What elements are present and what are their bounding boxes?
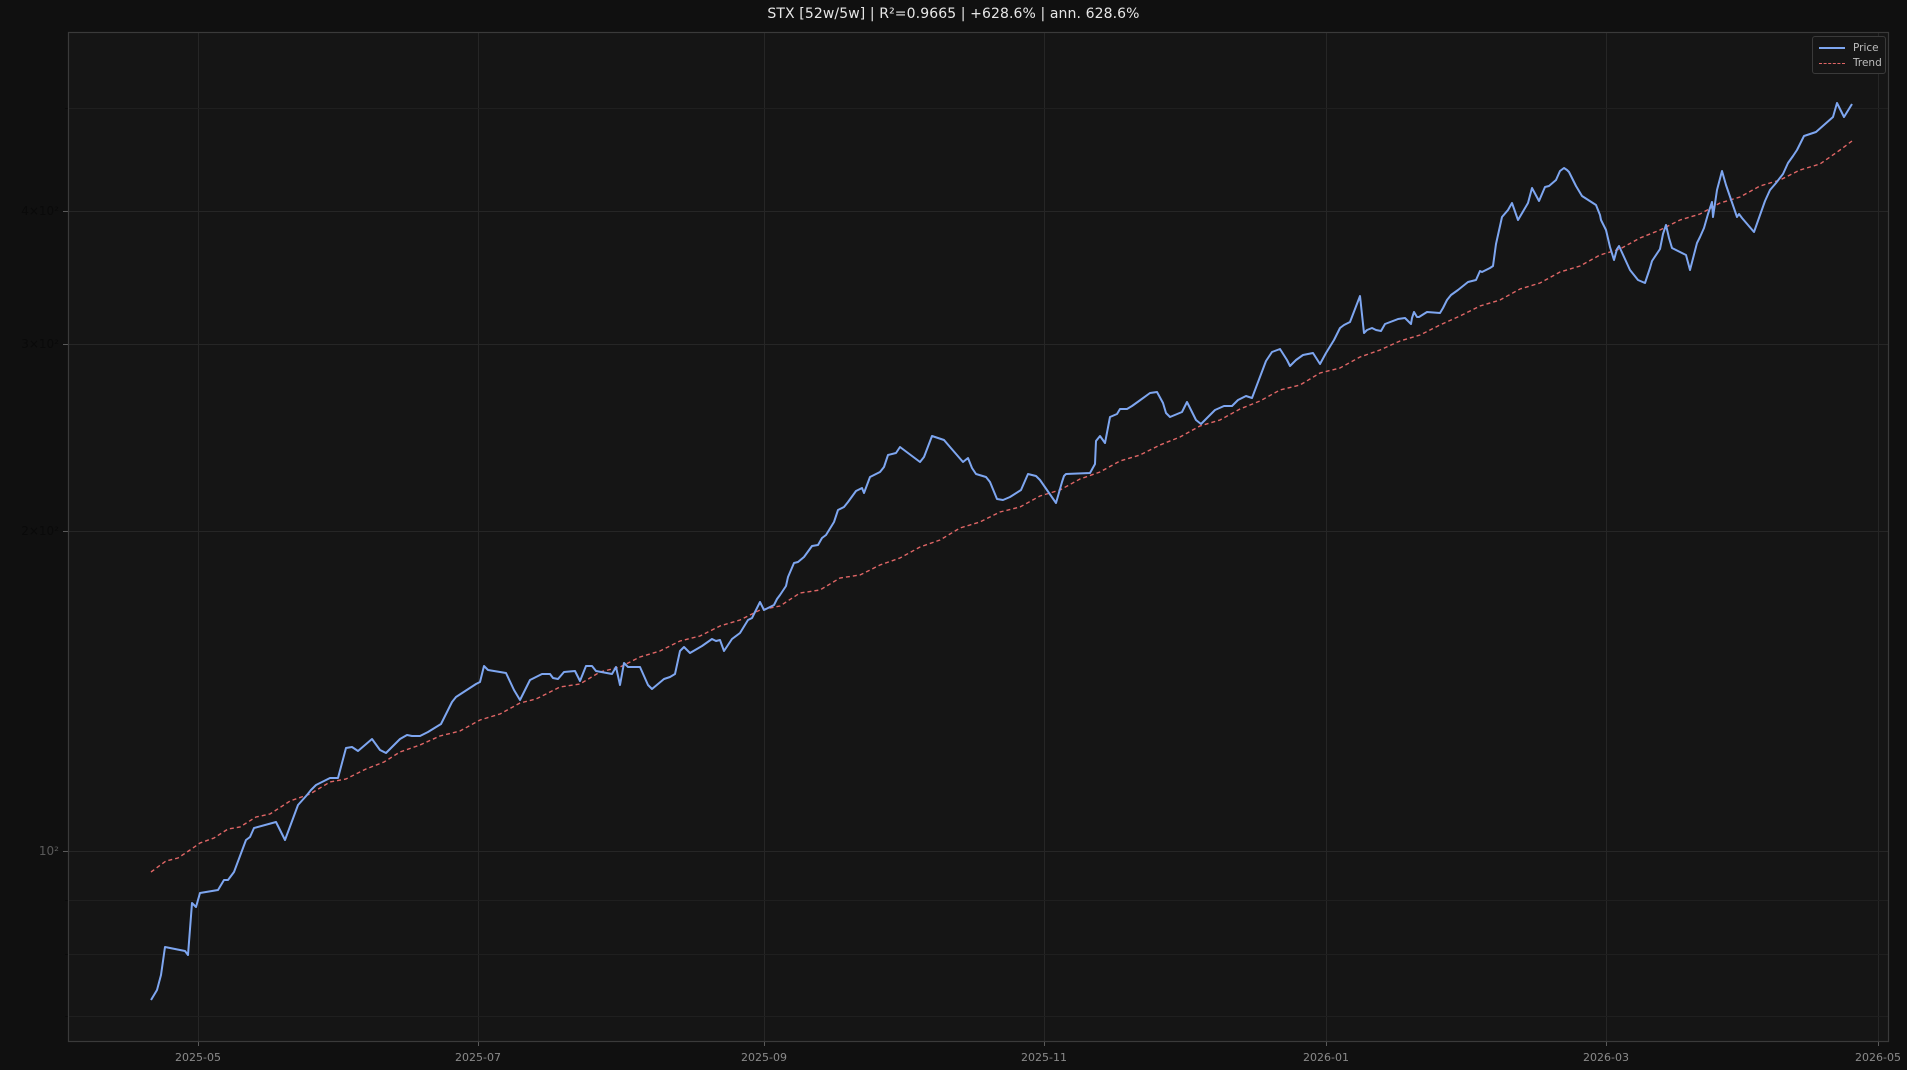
legend-dashed-line-icon — [1819, 62, 1845, 64]
chart-title: STX [52w/5w] | R²=0.9665 | +628.6% | ann… — [767, 6, 1140, 22]
axis-ticks: 2025-05 2025-07 2025-09 2025-11 2026-01 2026-… — [21, 108, 1901, 1064]
x-tick-label: 2025-05 — [175, 1051, 221, 1064]
y-tick-label: 4×10² — [21, 204, 59, 218]
plot-frame — [67, 31, 1890, 1043]
plot-area — [68, 32, 1888, 1041]
x-tick-label: 2025-09 — [741, 1051, 787, 1064]
x-tick-label: 2026-01 — [1303, 1051, 1349, 1064]
x-tick-label: 2025-07 — [455, 1051, 501, 1064]
grid-lines — [68, 32, 1888, 1041]
x-tick-label: 2026-05 — [1855, 1051, 1901, 1064]
y-tick-label: 2×10² — [21, 524, 59, 538]
price-line — [150, 102, 1853, 1001]
trend-line — [150, 140, 1853, 873]
y-tick-label: 10² — [39, 844, 59, 858]
x-tick-label: 2026-03 — [1583, 1051, 1629, 1064]
y-tick-label: 3×10² — [21, 337, 59, 351]
legend-item-trend: Trend — [1819, 56, 1882, 70]
legend-label-price: Price — [1853, 42, 1879, 54]
legend-solid-line-icon — [1819, 47, 1845, 49]
x-tick-label: 2025-11 — [1021, 1051, 1067, 1064]
legend-item-price: Price — [1819, 41, 1879, 55]
legend: Price Trend — [1812, 36, 1886, 74]
legend-label-trend: Trend — [1853, 57, 1882, 69]
